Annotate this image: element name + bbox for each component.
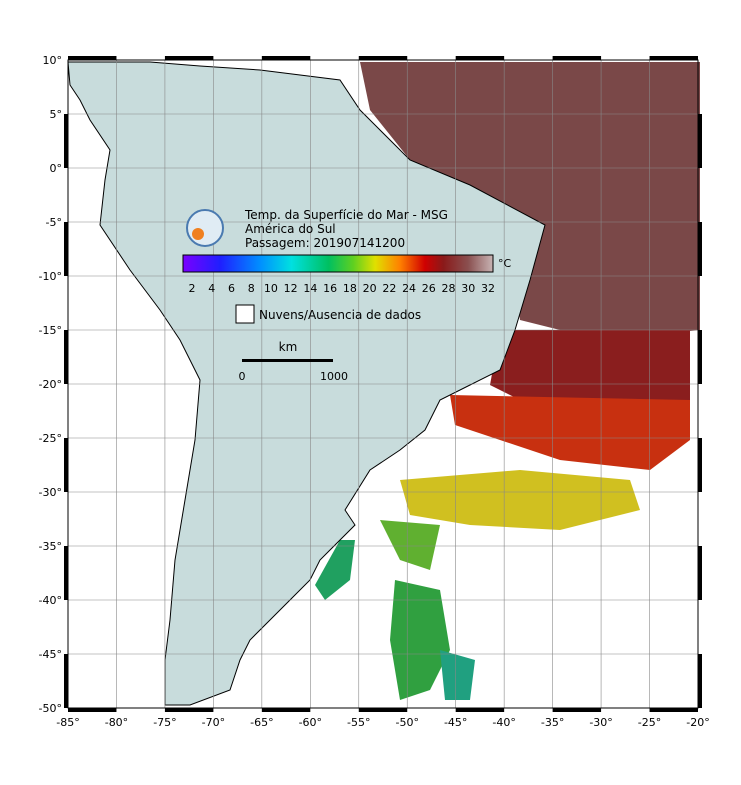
lon-label: -30° (589, 716, 612, 729)
border-seg (164, 708, 214, 712)
lat-label: -30° (39, 486, 62, 499)
border-seg (552, 708, 602, 712)
colorbar-tick: 22 (382, 282, 396, 295)
border-seg (64, 438, 68, 492)
lat-label: -45° (39, 648, 62, 661)
border-seg (358, 56, 408, 60)
colorbar-tick: 10 (264, 282, 278, 295)
border-seg (64, 654, 68, 708)
border-seg (164, 56, 214, 60)
border-seg (698, 654, 702, 708)
sst-teal (440, 650, 475, 700)
border-seg (698, 222, 702, 276)
colorbar-tick: 24 (402, 282, 416, 295)
pass: Passagem: 201907141200 (245, 236, 405, 250)
border-seg (64, 330, 68, 384)
border-seg (358, 708, 408, 712)
border-seg (698, 438, 702, 492)
colorbar-unit: °C (498, 257, 512, 270)
legend-label: Nuvens/Ausencia de dados (259, 308, 421, 322)
colorbar-tick: 4 (208, 282, 215, 295)
scale-unit: km (279, 340, 298, 354)
lat-label: -25° (39, 432, 62, 445)
colorbar-tick: 14 (303, 282, 317, 295)
colorbar-tick: 28 (442, 282, 456, 295)
sst-field (315, 62, 700, 700)
lat-label: 0° (50, 162, 63, 175)
border-seg (649, 708, 698, 712)
region: América do Sul (245, 222, 336, 236)
legend-box (235, 304, 255, 324)
scale-bar: km 0 1000 (239, 340, 349, 383)
lon-label: -50° (395, 716, 418, 729)
lon-label: -75° (153, 716, 176, 729)
lon-label: -55° (347, 716, 370, 729)
border-seg (649, 56, 698, 60)
sst-green3 (390, 580, 450, 700)
lat-label: -15° (39, 324, 62, 337)
colorbar (182, 254, 494, 273)
lat-label: -10° (39, 270, 62, 283)
colorbar-tick: 16 (323, 282, 337, 295)
border-seg (68, 708, 117, 712)
colorbar-tick: 6 (228, 282, 235, 295)
colorbar-tick: 12 (284, 282, 298, 295)
title: Temp. da Superfície do Mar - MSG (244, 208, 448, 222)
lat-label: -50° (39, 702, 62, 715)
lat-label: -40° (39, 594, 62, 607)
lon-label: -40° (492, 716, 515, 729)
border-seg (455, 708, 505, 712)
colorbar-tick: 30 (461, 282, 475, 295)
logo (186, 209, 224, 247)
lon-label: -35° (541, 716, 564, 729)
border-seg (698, 330, 702, 384)
colorbar-tick: 32 (481, 282, 495, 295)
border-seg (552, 56, 602, 60)
border-seg (68, 56, 117, 60)
colorbar-ticks: 2 4 6 8 10 12 14 16 18 20 22 24 26 28 30 32 (189, 282, 496, 295)
logo-dot (192, 228, 204, 240)
lat-label: 5° (50, 108, 63, 121)
colorbar-tick: 20 (363, 282, 377, 295)
border-seg (455, 56, 505, 60)
border-seg (698, 546, 702, 600)
colorbar-tick: 2 (189, 282, 196, 295)
lat-label: -5° (46, 216, 62, 229)
colorbar-tick: 26 (422, 282, 436, 295)
frame-border (64, 56, 702, 712)
sst-green2 (315, 540, 355, 600)
sst-yellow (400, 470, 640, 530)
border-seg (64, 114, 68, 168)
scale-line (242, 359, 333, 362)
frame-outline (67, 59, 699, 709)
lon-label: -25° (638, 716, 661, 729)
scale-label: 1000 (320, 370, 348, 383)
lat-label: -20° (39, 378, 62, 391)
lon-label: -70° (202, 716, 225, 729)
sst-green (380, 520, 440, 570)
lat-label: 10° (43, 54, 63, 67)
lon-label: -85° (56, 716, 79, 729)
sst-warm (360, 62, 700, 340)
lat-label: -35° (39, 540, 62, 553)
lon-label: -20° (686, 716, 709, 729)
lon-label: -60° (299, 716, 322, 729)
border-seg (261, 56, 311, 60)
scale-label: 0 (239, 370, 246, 383)
colorbar-tick: 18 (343, 282, 357, 295)
sst-red (450, 395, 690, 470)
colorbar-tick: 8 (248, 282, 255, 295)
border-seg (64, 546, 68, 600)
lon-label: -80° (105, 716, 128, 729)
lon-label: -45° (444, 716, 467, 729)
border-seg (698, 114, 702, 168)
lon-label: -65° (250, 716, 273, 729)
border-seg (64, 222, 68, 276)
border-seg (261, 708, 311, 712)
